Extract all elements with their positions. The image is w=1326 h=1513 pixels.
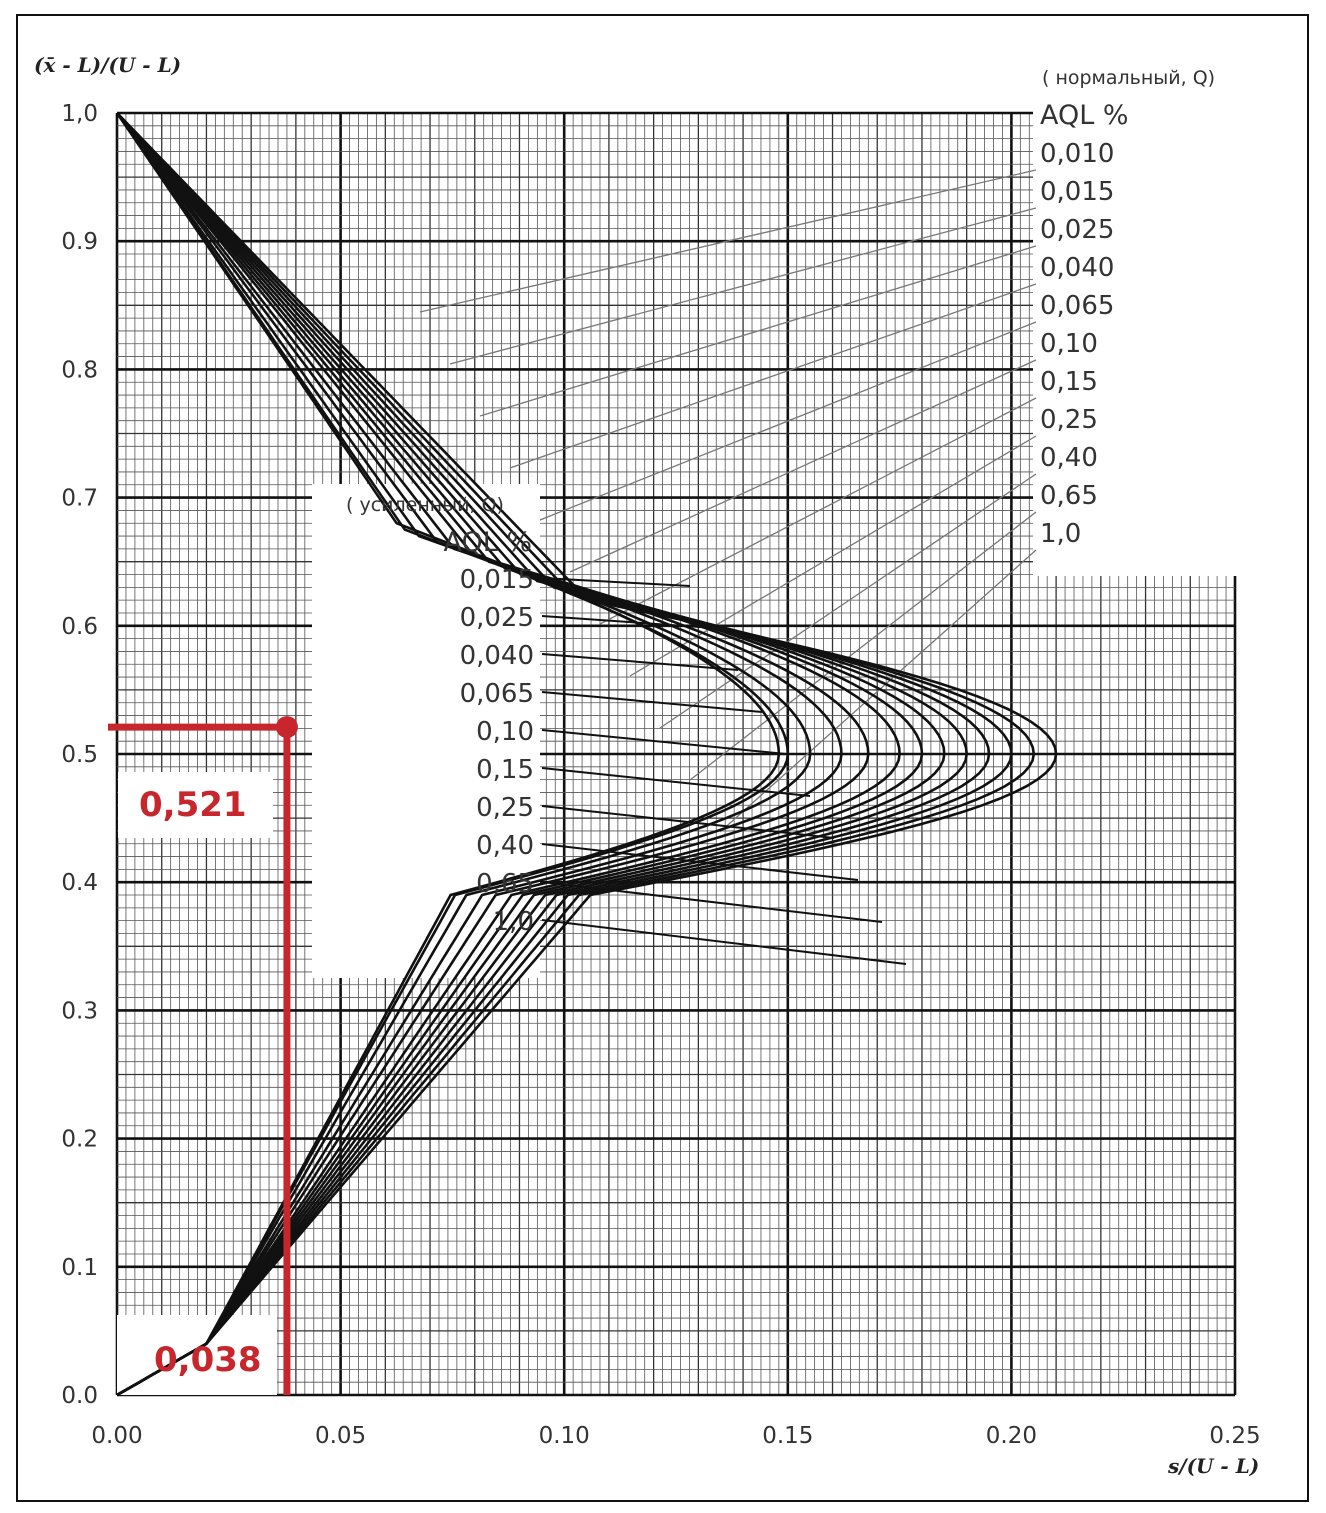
legend-tightened-items: 0,015 0,025 0,040 0,065 0,10 0,15 0,25 0,40 0,65… (460, 565, 534, 937)
legend-normal-item: 0,025 (1040, 215, 1114, 245)
acceptance-curve-13 (115, 112, 781, 1397)
normal-guide-line (719, 549, 1037, 833)
legend-normal-item: 0,065 (1040, 291, 1114, 321)
legend-tightened-item: 0,65 (476, 869, 534, 899)
normal-guide-line (449, 207, 1037, 365)
x-tick-label: 0.00 (91, 1423, 142, 1449)
y-tick-label: 0.0 (61, 1383, 98, 1409)
y-tick-label: 0.2 (61, 1127, 98, 1153)
tightened-guide-line (541, 729, 787, 755)
acceptance-curve-3 (116, 112, 1013, 1397)
acceptance-curve-10 (115, 112, 843, 1397)
y-tick-label: 0.6 (61, 614, 98, 640)
legend-normal: ( нормальный, Q) AQL % 0,0100,0150,0250,… (1040, 67, 1215, 549)
annotation-point (275, 716, 298, 739)
y-tick-labels: 0.0 0.1 0.2 0.3 0.4 0.5 0.6 0.7 0.8 0.9 1,0 (61, 101, 98, 1409)
x-tick-label: 0.05 (315, 1423, 366, 1449)
legend-normal-bg (1033, 60, 1263, 576)
legend-normal-item: 0,015 (1040, 177, 1114, 207)
acceptance-curve-9 (115, 112, 870, 1397)
label-backgrounds (117, 60, 1263, 1395)
y-tick-label: 0.8 (61, 357, 98, 383)
x-tick-label: 0.15 (762, 1423, 813, 1449)
y-tick-label: 0.9 (61, 229, 98, 255)
acceptance-curve-1 (116, 112, 1058, 1397)
normal-guide-line (659, 473, 1037, 729)
legend-tightened-item: 0,065 (460, 679, 534, 709)
acceptance-curve-11 (115, 112, 812, 1397)
normal-guide-line (689, 511, 1037, 781)
legend-tightened-item: 0,10 (476, 717, 534, 747)
acceptance-curve-2 (116, 112, 1036, 1397)
acceptance-curves (115, 112, 1058, 1397)
annotation-y-label-bg (118, 772, 273, 838)
grid (115, 111, 1237, 1397)
legend-normal-header: ( нормальный, Q) (1042, 67, 1215, 89)
legend-normal-items: 0,010 0,015 0,025 0,040 0,065 0,10 0,15 0,25 0,4… (1040, 139, 1114, 549)
tightened-guide-line (541, 653, 739, 671)
legend-tightened-item: 0,15 (476, 755, 534, 785)
origin-label-bg (117, 1315, 277, 1395)
x-tick-label: 0.20 (986, 1423, 1037, 1449)
legend-tightened-item: 0,40 (476, 831, 534, 861)
legend-tightened: ( усиленный, Q) AQL % 0,0150,0250,0400,0… (346, 494, 534, 937)
normal-guide-line (419, 169, 1037, 313)
legend-tightened-item: 0,025 (460, 603, 534, 633)
normal-guide-line (509, 283, 1037, 469)
legend-tightened-item: 0,25 (476, 793, 534, 823)
acceptance-curve-6 (116, 112, 946, 1397)
legend-tightened-item: 0,015 (460, 565, 534, 595)
normal-guide-line (569, 359, 1037, 573)
y-tick-label: 0.1 (61, 1255, 98, 1281)
legend-normal-title: AQL % (1040, 100, 1129, 131)
acceptance-curve-5 (116, 112, 969, 1397)
annotation-y-label: 0,521 (139, 785, 247, 825)
x-tick-label: 0.10 (539, 1423, 590, 1449)
annotation-x-label: 0,038 (154, 1340, 262, 1380)
acceptance-curve-4 (116, 112, 991, 1397)
legend-normal-item: 0,40 (1040, 443, 1098, 473)
k-value-guide-lines (419, 169, 1037, 965)
x-tick-label: 0.25 (1209, 1423, 1260, 1449)
y-tick-label: 0.4 (61, 870, 98, 896)
tightened-guide-line (541, 767, 811, 797)
legend-tightened-header: ( усиленный, Q) (346, 494, 504, 516)
tightened-guide-line (541, 691, 763, 713)
normal-guide-line (539, 321, 1037, 521)
y-tick-label: 0.3 (61, 998, 98, 1024)
x-tick-labels: 0.00 0.05 0.10 0.15 0.20 0.25 (91, 1423, 1260, 1449)
y-tick-label: 0.7 (61, 486, 98, 512)
tightened-guide-line (541, 919, 907, 965)
legend-normal-item: 1,0 (1040, 519, 1081, 549)
legend-normal-item: 0,10 (1040, 329, 1098, 359)
legend-normal-item: 0,040 (1040, 253, 1114, 283)
legend-normal-item: 0,15 (1040, 367, 1098, 397)
acceptance-curve-8 (115, 112, 901, 1397)
acceptance-curve-12 (115, 112, 790, 1397)
y-tick-label: 1,0 (61, 101, 98, 127)
normal-guide-line (479, 245, 1037, 417)
red-annotation: 0,521 0,038 (108, 716, 298, 1395)
legend-normal-item: 0,65 (1040, 481, 1098, 511)
y-tick-label: 0.5 (61, 742, 98, 768)
legend-normal-item: 0,010 (1040, 139, 1114, 169)
legend-tightened-item: 0,040 (460, 641, 534, 671)
x-axis-label: s/(U - L) (1167, 1454, 1259, 1478)
outer-frame (16, 14, 1309, 1502)
legend-normal-item: 0,25 (1040, 405, 1098, 435)
legend-tightened-item: 1,0 (493, 907, 534, 937)
y-axis-label: (x̄ - L)/(U - L) (34, 53, 181, 77)
normal-guide-line (599, 397, 1037, 625)
acceptance-curve-7 (115, 112, 924, 1397)
legend-tightened-title: AQL % (443, 527, 532, 558)
